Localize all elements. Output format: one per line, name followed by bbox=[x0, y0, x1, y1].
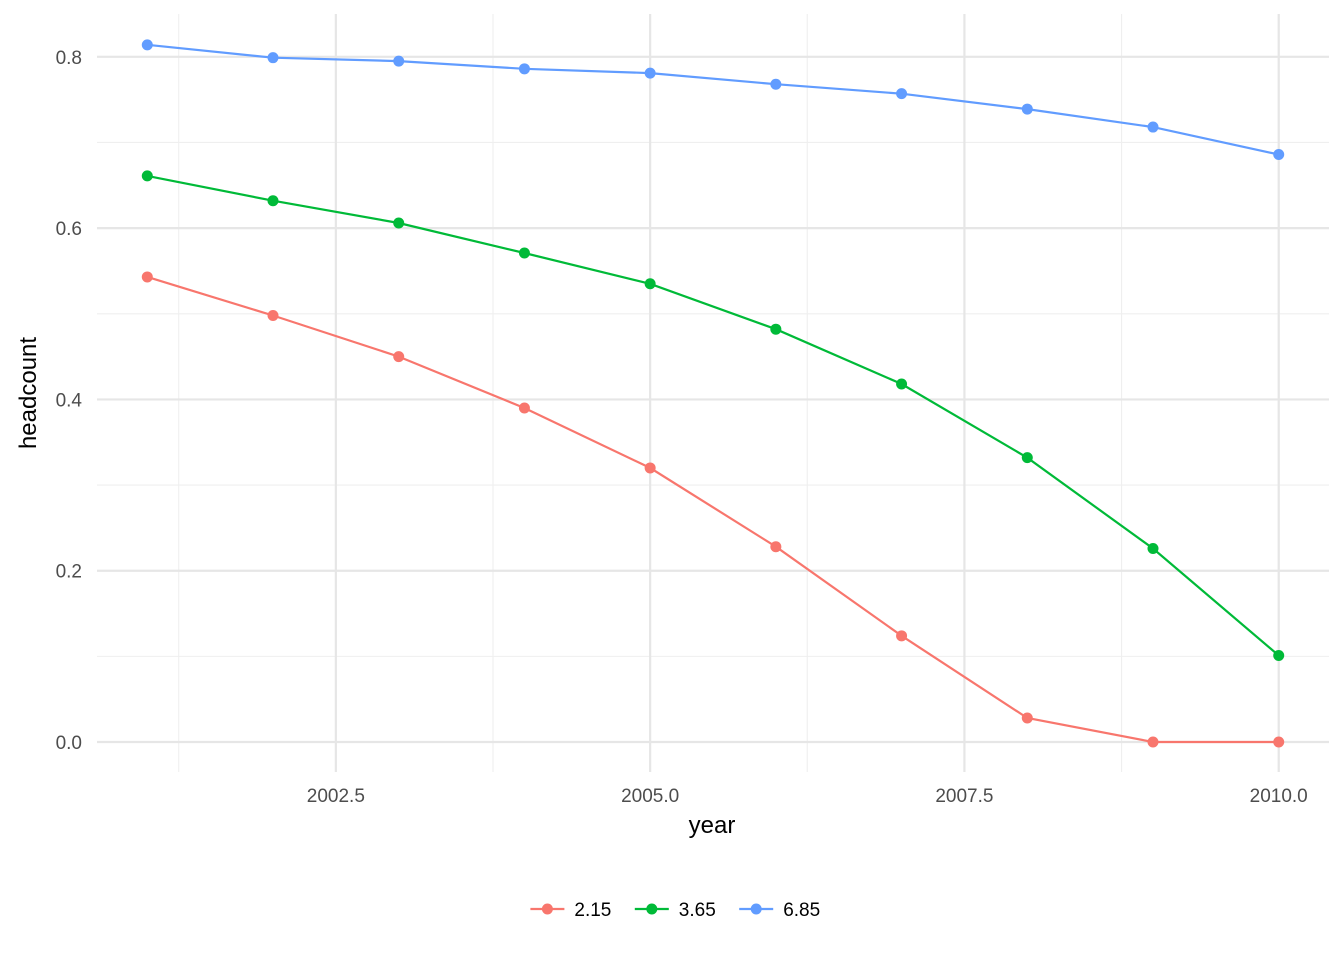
data-point-6.85 bbox=[393, 55, 405, 67]
y-tick-label: 0.8 bbox=[56, 48, 82, 69]
data-point-3.65 bbox=[1147, 542, 1159, 554]
minor-gridlines bbox=[97, 14, 1329, 772]
data-point-6.85 bbox=[770, 78, 782, 90]
y-axis-ticks: 0.0 0.2 0.4 0.6 0.8 bbox=[56, 48, 83, 754]
x-axis-ticks: 2002.5 2005.0 2007.5 2010.0 bbox=[307, 786, 1308, 807]
x-axis-title: year bbox=[689, 812, 736, 839]
legend-item-6.85: 6.85 bbox=[739, 900, 820, 921]
legend-label: 3.65 bbox=[679, 900, 716, 921]
data-point-2.15 bbox=[896, 630, 908, 642]
y-axis-title: headcount bbox=[15, 337, 42, 449]
series-line-6.85 bbox=[147, 43, 1279, 156]
series-line-2.15 bbox=[146, 275, 1279, 744]
data-point-2.15 bbox=[1021, 712, 1033, 724]
data-point-6.85 bbox=[141, 39, 153, 51]
major-gridlines bbox=[97, 14, 1329, 772]
data-point-3.65 bbox=[770, 323, 782, 335]
y-tick-label: 0.4 bbox=[56, 390, 83, 411]
data-point-3.65 bbox=[1273, 650, 1285, 662]
legend-item-2.15: 2.15 bbox=[530, 900, 611, 921]
y-tick-label: 0.6 bbox=[56, 219, 82, 240]
data-point-2.15 bbox=[770, 541, 782, 553]
data-point-3.65 bbox=[896, 378, 908, 390]
y-tick-label: 0.2 bbox=[56, 562, 82, 583]
legend-key-point bbox=[541, 903, 553, 915]
data-point-6.85 bbox=[1273, 148, 1285, 160]
x-tick-label: 2002.5 bbox=[307, 786, 365, 807]
data-point-6.85 bbox=[267, 52, 279, 64]
data-point-3.65 bbox=[644, 278, 656, 290]
data-point-2.15 bbox=[393, 351, 405, 363]
x-tick-label: 2007.5 bbox=[935, 786, 993, 807]
data-point-2.15 bbox=[141, 271, 153, 283]
legend-key-point bbox=[750, 903, 762, 915]
data-point-6.85 bbox=[896, 88, 908, 100]
data-point-3.65 bbox=[518, 247, 530, 259]
data-point-2.15 bbox=[1273, 736, 1285, 748]
legend-key-point bbox=[646, 903, 658, 915]
data-point-2.15 bbox=[267, 309, 279, 321]
data-point-2.15 bbox=[644, 462, 656, 474]
legend-label: 2.15 bbox=[574, 900, 611, 921]
y-tick-label: 0.0 bbox=[56, 733, 82, 754]
legend: 2.15 3.65 6.85 bbox=[530, 900, 820, 921]
data-point-3.65 bbox=[393, 217, 405, 229]
legend-label: 6.85 bbox=[783, 900, 820, 921]
data-point-6.85 bbox=[1021, 103, 1033, 115]
series-line-3.65 bbox=[147, 174, 1280, 657]
data-point-6.85 bbox=[518, 63, 530, 75]
data-point-3.65 bbox=[141, 170, 153, 182]
series-layer bbox=[141, 39, 1285, 748]
data-point-3.65 bbox=[267, 195, 279, 207]
data-point-2.15 bbox=[518, 402, 530, 414]
data-point-3.65 bbox=[1021, 452, 1033, 464]
data-point-2.15 bbox=[1147, 736, 1159, 748]
data-point-6.85 bbox=[644, 67, 656, 79]
legend-item-3.65: 3.65 bbox=[634, 900, 716, 921]
data-point-6.85 bbox=[1147, 121, 1159, 133]
x-tick-label: 2005.0 bbox=[621, 786, 679, 807]
x-tick-label: 2010.0 bbox=[1250, 786, 1308, 807]
